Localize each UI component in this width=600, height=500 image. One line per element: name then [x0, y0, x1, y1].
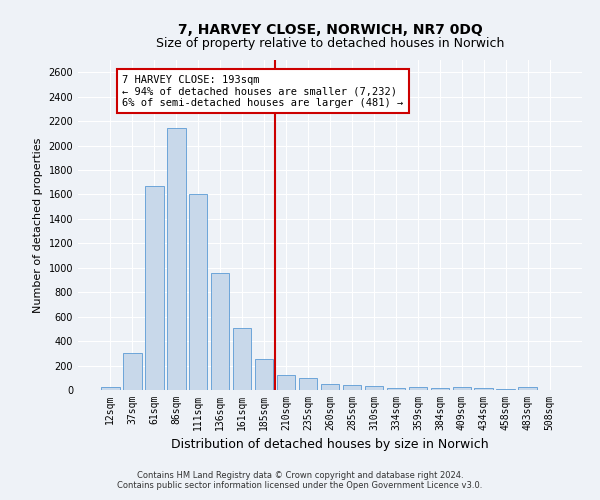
Bar [386, 388, 405, 390]
Bar [299, 378, 317, 390]
Bar [189, 194, 208, 390]
Text: Contains HM Land Registry data © Crown copyright and database right 2024.
Contai: Contains HM Land Registry data © Crown c… [118, 470, 482, 490]
Bar [101, 387, 119, 390]
Bar [431, 388, 449, 390]
Bar [452, 387, 471, 390]
Bar [211, 272, 229, 390]
Text: 7, HARVEY CLOSE, NORWICH, NR7 0DQ: 7, HARVEY CLOSE, NORWICH, NR7 0DQ [178, 22, 482, 36]
Text: 7 HARVEY CLOSE: 193sqm
← 94% of detached houses are smaller (7,232)
6% of semi-d: 7 HARVEY CLOSE: 193sqm ← 94% of detached… [122, 74, 404, 108]
Bar [145, 186, 164, 390]
Y-axis label: Number of detached properties: Number of detached properties [33, 138, 43, 312]
Bar [123, 354, 142, 390]
Bar [343, 385, 361, 390]
Bar [255, 360, 274, 390]
Bar [233, 328, 251, 390]
Bar [518, 387, 537, 390]
Bar [365, 386, 383, 390]
Bar [409, 387, 427, 390]
Bar [277, 376, 295, 390]
Bar [167, 128, 185, 390]
Text: Size of property relative to detached houses in Norwich: Size of property relative to detached ho… [156, 38, 504, 51]
Bar [320, 384, 340, 390]
Bar [475, 388, 493, 390]
X-axis label: Distribution of detached houses by size in Norwich: Distribution of detached houses by size … [171, 438, 489, 452]
